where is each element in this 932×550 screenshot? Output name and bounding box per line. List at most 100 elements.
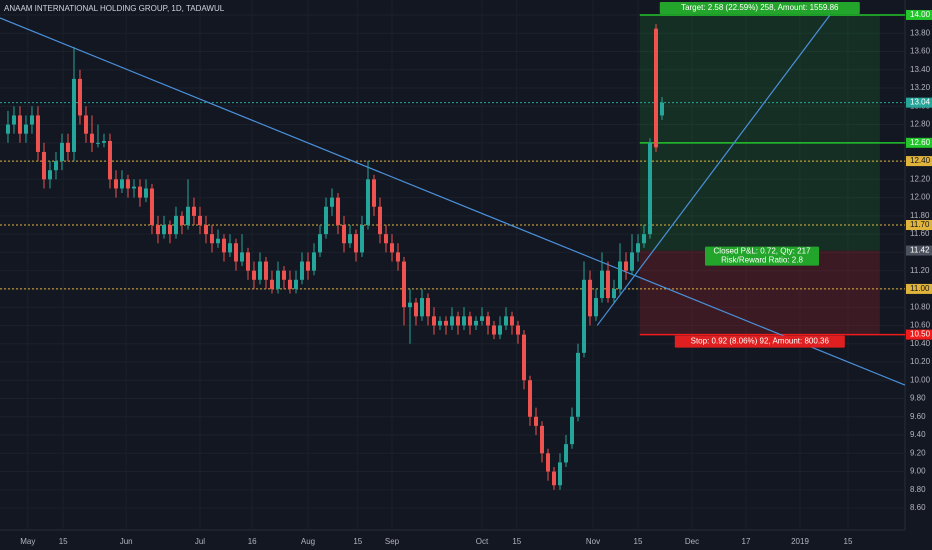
candle-body — [29, 115, 34, 125]
price-badge — [906, 9, 932, 20]
candle-body — [551, 471, 556, 486]
profit-zone — [639, 14, 880, 251]
candle-body — [101, 140, 106, 143]
x-tick-label: Jun — [120, 537, 133, 546]
candle-body — [467, 316, 472, 326]
candle-body — [521, 334, 526, 381]
x-tick-label: Nov — [586, 537, 600, 546]
candle-body — [161, 225, 166, 235]
candle-body — [359, 225, 364, 253]
candle-body — [59, 142, 64, 162]
candle-body — [257, 261, 262, 280]
target-label: Target: 2.58 (22.59%) 258, Amount: 1559.… — [681, 3, 839, 12]
candle-body — [611, 288, 616, 299]
candle-body — [47, 170, 52, 180]
candle-body — [461, 316, 466, 326]
candle-body — [557, 462, 562, 486]
candle-body — [83, 115, 88, 134]
candle-body — [443, 320, 448, 326]
candle-body — [491, 325, 496, 335]
y-tick-label: 8.60 — [910, 503, 926, 512]
candle-body — [71, 78, 76, 152]
candle-body — [509, 316, 514, 326]
pnl-label: Closed P&L: 0.72, Qty: 217 — [714, 247, 811, 256]
candle-body — [377, 206, 382, 235]
y-tick-label: 9.40 — [910, 430, 926, 439]
price-badge-label: 13.04 — [910, 98, 931, 107]
candle-body — [53, 161, 58, 171]
y-tick-label: 10.00 — [910, 375, 931, 384]
candle-body — [587, 279, 592, 317]
candle-body — [599, 270, 604, 299]
y-tick-label: 9.80 — [910, 394, 926, 403]
candle-body — [569, 416, 574, 445]
candle-body — [173, 215, 178, 235]
candle-body — [389, 243, 394, 253]
rr-label: Risk/Reward Ratio: 2.8 — [721, 256, 803, 265]
price-badge-label: 12.60 — [910, 138, 931, 147]
candle-body — [497, 325, 502, 335]
candle-body — [425, 298, 430, 317]
trend-line — [596, 14, 831, 326]
candle-body — [575, 352, 580, 417]
candle-body — [203, 225, 208, 235]
candle-body — [371, 179, 376, 207]
candle-body — [479, 316, 484, 321]
candle-body — [545, 453, 550, 472]
candle-body — [113, 179, 118, 189]
candle-body — [431, 316, 436, 326]
candle-body — [23, 124, 28, 134]
candle-body — [275, 270, 280, 289]
candle-body — [197, 215, 202, 226]
x-tick-label: Jul — [195, 537, 205, 546]
candle-body — [179, 215, 184, 226]
candle-body — [239, 252, 244, 262]
candle-body — [209, 234, 214, 244]
candle-body — [395, 252, 400, 262]
candle-body — [539, 425, 544, 454]
y-tick-label: 13.40 — [910, 65, 931, 74]
candle-body — [5, 124, 10, 134]
candle-body — [263, 261, 268, 280]
candle-body — [107, 140, 112, 180]
candle-body — [341, 225, 346, 244]
candle-body — [17, 115, 22, 134]
price-badge — [906, 283, 932, 294]
candle-body — [221, 238, 226, 253]
candle-body — [41, 151, 46, 180]
stop-label-box — [674, 335, 845, 348]
candle-body — [347, 234, 352, 244]
pnl-box — [705, 246, 819, 266]
candle-body — [503, 316, 508, 326]
candle-body — [365, 179, 370, 226]
candle-body — [281, 270, 286, 280]
y-tick-label: 13.60 — [910, 47, 931, 56]
candle-body — [293, 279, 298, 289]
price-badge — [906, 137, 932, 148]
y-tick-label: 8.80 — [910, 485, 926, 494]
candle-body — [185, 206, 190, 226]
candle-body — [449, 316, 454, 326]
y-tick-label: 13.80 — [910, 28, 931, 37]
candle-body — [233, 243, 238, 262]
candle-body — [311, 252, 316, 271]
x-tick-label: 15 — [844, 537, 853, 546]
candle-body — [581, 279, 586, 353]
candle-body — [641, 234, 646, 244]
candle-body — [593, 298, 598, 317]
y-tick-label: 9.00 — [910, 467, 926, 476]
candle-body — [647, 142, 652, 235]
y-tick-label: 9.60 — [910, 412, 926, 421]
x-tick-label: Sep — [385, 537, 400, 546]
candle-body — [485, 316, 490, 326]
candle-body — [401, 261, 406, 308]
candle-body — [77, 78, 82, 116]
y-tick-label: 10.20 — [910, 357, 931, 366]
y-tick-label: 13.20 — [910, 83, 931, 92]
price-badge-label: 14.00 — [910, 10, 931, 19]
x-tick-label: 15 — [512, 537, 521, 546]
candle-body — [515, 325, 520, 335]
y-tick-label: 12.20 — [910, 174, 931, 183]
candle-body — [305, 261, 310, 271]
